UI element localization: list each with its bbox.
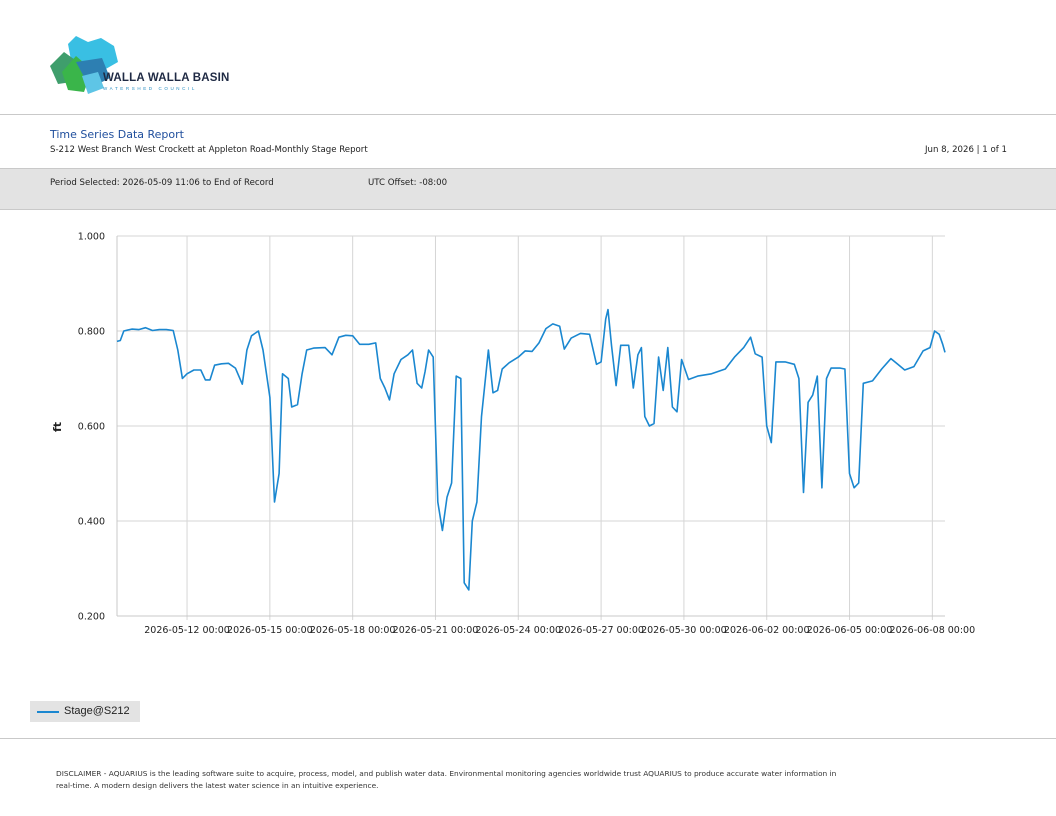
legend-label: Stage@S212	[64, 705, 130, 717]
stage-chart: 0.200 0.400 0.600 0.800 1.000 2026-05-12 00:0…	[51, 232, 975, 637]
disclaimer: DISCLAIMER - AQUARIUS is the leading sof…	[56, 769, 837, 790]
report-subtitle: S-212 West Branch West Crockett at Apple…	[50, 145, 368, 155]
footer-divider	[0, 738, 1056, 739]
x-tick-label: 2026-05-15 00:00	[227, 625, 313, 636]
y-tick-label: 0.400	[78, 517, 105, 528]
logo-subtext: WATERSHED COUNCIL	[103, 86, 197, 91]
chart-axes: 0.200 0.400 0.600 0.800 1.000 2026-05-12 00:0…	[78, 232, 975, 637]
chart-series	[116, 308, 946, 591]
report-date: Jun 8, 2026 | 1 of 1	[924, 145, 1007, 155]
period-selected: Period Selected: 2026-05-09 11:06 to End…	[50, 178, 274, 188]
x-tick-label: 2026-06-08 00:00	[890, 625, 976, 636]
y-tick-label: 0.600	[78, 422, 105, 433]
x-tick-label: 2026-05-12 00:00	[144, 625, 230, 636]
x-tick-label: 2026-05-24 00:00	[475, 625, 561, 636]
utc-offset: UTC Offset: -08:00	[368, 178, 448, 188]
x-tick-label: 2026-06-05 00:00	[807, 625, 893, 636]
x-tick-label: 2026-05-30 00:00	[641, 625, 727, 636]
x-tick-label: 2026-06-02 00:00	[724, 625, 810, 636]
y-tick-label: 0.200	[78, 612, 105, 623]
y-tick-label: 1.000	[78, 232, 105, 243]
y-tick-label: 0.800	[78, 327, 105, 338]
x-tick-label: 2026-05-27 00:00	[558, 625, 644, 636]
header-divider	[0, 114, 1056, 115]
chart-grid	[117, 235, 945, 620]
walla-walla-basin-logo	[50, 36, 118, 94]
report-title: Time Series Data Report	[50, 128, 184, 141]
series-line-stage-s212	[116, 308, 946, 591]
x-tick-label: 2026-05-18 00:00	[310, 625, 396, 636]
logo-text: WALLA WALLA BASIN	[103, 72, 230, 84]
x-tick-label: 2026-05-21 00:00	[393, 625, 479, 636]
period-band	[0, 168, 1056, 210]
legend-swatch	[37, 711, 59, 713]
legend: Stage@S212	[30, 701, 140, 722]
y-axis-label: ft	[51, 422, 64, 432]
